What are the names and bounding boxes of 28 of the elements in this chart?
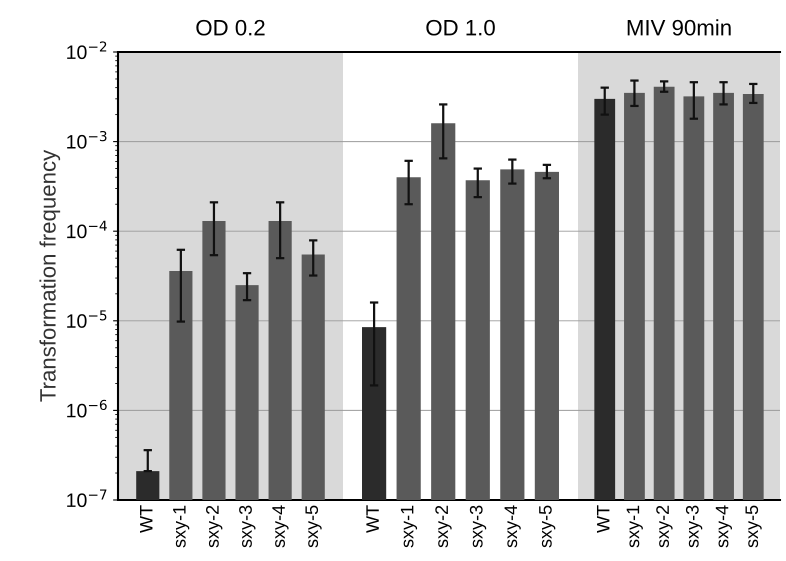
chart-title: OD 0.2 bbox=[196, 20, 265, 36]
y-tick-label: 10$^{−4}$ bbox=[67, 220, 107, 238]
x-tick-label: sxy-2 bbox=[206, 506, 222, 548]
y-tick-label: 10$^{−3}$ bbox=[67, 130, 106, 149]
x-tick-label: sxy-2 bbox=[656, 506, 673, 548]
x-tick-label: sxy-5 bbox=[539, 506, 556, 548]
y-tick-label: 10$^{−5}$ bbox=[67, 310, 106, 328]
y-tick-label: 10$^{−2}$ bbox=[67, 41, 106, 60]
x-tick-label: sxy-3 bbox=[686, 506, 702, 548]
x-tick-label: sxy-2 bbox=[435, 506, 452, 548]
x-tick-label: sxy-3 bbox=[239, 506, 256, 548]
x-tick-label: sxy-5 bbox=[305, 506, 322, 548]
y-tick-label: 10$^{−6}$ bbox=[67, 400, 107, 418]
y-axis-title: Transformation frequency bbox=[39, 150, 60, 402]
chart-title: MIV 90min bbox=[628, 19, 731, 36]
x-tick-label: sxy-1 bbox=[626, 506, 643, 548]
x-tick-label: sxy-4 bbox=[504, 505, 521, 548]
x-tick-label: sxy-1 bbox=[173, 506, 190, 548]
x-tick-label: sxy-3 bbox=[470, 506, 486, 548]
x-tick-label: WT bbox=[140, 505, 152, 533]
chart-title: OD 1.0 bbox=[426, 20, 495, 36]
x-tick-label: sxy-4 bbox=[272, 505, 289, 548]
x-tick-label: WT bbox=[366, 505, 379, 533]
y-tick-label: 10$^{−7}$ bbox=[67, 490, 106, 508]
x-tick-label: sxy-1 bbox=[400, 506, 418, 548]
x-tick-label: sxy-5 bbox=[746, 506, 762, 548]
x-tick-label: sxy-4 bbox=[716, 505, 732, 548]
x-tick-label: WT bbox=[596, 505, 610, 533]
